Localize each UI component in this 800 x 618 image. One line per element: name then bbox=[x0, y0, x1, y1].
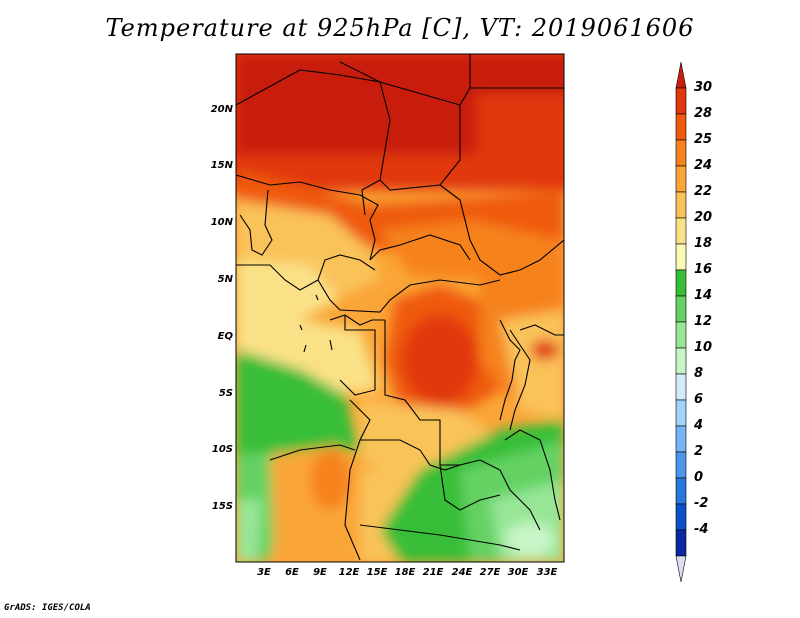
lon-label-21e: 21E bbox=[422, 567, 444, 578]
colorbar-bin-12 bbox=[675, 373, 687, 401]
grads-credit: GrADS: IGES/COLA bbox=[4, 603, 91, 613]
lon-label-33e: 33E bbox=[536, 567, 558, 578]
colorbar-bin-11 bbox=[675, 347, 687, 375]
colorbar-bin-7 bbox=[675, 243, 687, 271]
lat-label-15s: 15S bbox=[211, 501, 233, 512]
colorbar-bin-5 bbox=[675, 191, 687, 219]
lon-label-15e: 15E bbox=[366, 567, 388, 578]
colorbar-bin-8 bbox=[675, 269, 687, 297]
colorbar-label-6: 6 bbox=[694, 392, 704, 407]
colorbar-label-0: 0 bbox=[694, 470, 704, 485]
lon-label-3e: 3E bbox=[257, 567, 271, 578]
colorbar-bin-4 bbox=[675, 165, 687, 193]
lat-label-eq: EQ bbox=[217, 331, 233, 342]
colorbar-bin-16 bbox=[675, 477, 687, 505]
colorbar-label-8: 8 bbox=[694, 366, 704, 381]
colorbar-label-minus4: -4 bbox=[694, 522, 709, 537]
colorbar-label-20: 20 bbox=[694, 210, 713, 225]
colorbar-top-arrow bbox=[675, 61, 687, 89]
colorbar-label-28: 28 bbox=[694, 106, 713, 121]
map-frame bbox=[235, 53, 565, 563]
colorbar-bin-14 bbox=[675, 425, 687, 453]
lat-label-10n: 10N bbox=[210, 217, 233, 228]
colorbar-bin-15 bbox=[675, 451, 687, 479]
temperature-field bbox=[236, 54, 564, 562]
lon-label-12e: 12E bbox=[338, 567, 360, 578]
lat-label-5s: 5S bbox=[218, 388, 233, 399]
lon-label-6e: 6E bbox=[285, 567, 299, 578]
colorbar-bottom-arrow bbox=[675, 555, 687, 583]
lat-label-5n: 5N bbox=[217, 274, 233, 285]
colorbar-bin-9 bbox=[675, 295, 687, 323]
lon-label-18e: 18E bbox=[394, 567, 416, 578]
colorbar-label-22: 22 bbox=[694, 184, 713, 199]
colorbar-bin-10 bbox=[675, 321, 687, 349]
chart-title: Temperature at 925hPa [C], VT: 201906160… bbox=[105, 14, 695, 42]
colorbar-bin-3 bbox=[675, 139, 687, 167]
colorbar-label-4: 4 bbox=[694, 418, 704, 433]
colorbar-label-25: 25 bbox=[694, 132, 713, 147]
country-borders bbox=[236, 54, 564, 561]
colorbar bbox=[675, 61, 687, 583]
colorbar-label-2: 2 bbox=[694, 444, 704, 459]
lon-label-24e: 24E bbox=[451, 567, 473, 578]
colorbar-label-30: 30 bbox=[694, 80, 713, 95]
colorbar-label-16: 16 bbox=[694, 262, 713, 277]
colorbar-label-10: 10 bbox=[694, 340, 713, 355]
colorbar-label-minus2: -2 bbox=[694, 496, 709, 511]
colorbar-bin-13 bbox=[675, 399, 687, 427]
colorbar-bin-17 bbox=[675, 503, 687, 531]
colorbar-label-24: 24 bbox=[694, 158, 713, 173]
lat-label-15n: 15N bbox=[210, 160, 233, 171]
colorbar-bin-18 bbox=[675, 529, 687, 557]
colorbar-bin-6 bbox=[675, 217, 687, 245]
lat-label-10s: 10S bbox=[211, 444, 233, 455]
lon-label-30e: 30E bbox=[507, 567, 529, 578]
lon-label-9e: 9E bbox=[313, 567, 327, 578]
lat-label-20n: 20N bbox=[210, 104, 233, 115]
lon-label-27e: 27E bbox=[479, 567, 501, 578]
colorbar-label-12: 12 bbox=[694, 314, 713, 329]
colorbar-label-14: 14 bbox=[694, 288, 713, 303]
colorbar-bin-2 bbox=[675, 113, 687, 141]
colorbar-label-18: 18 bbox=[694, 236, 713, 251]
colorbar-bin-1 bbox=[675, 87, 687, 115]
